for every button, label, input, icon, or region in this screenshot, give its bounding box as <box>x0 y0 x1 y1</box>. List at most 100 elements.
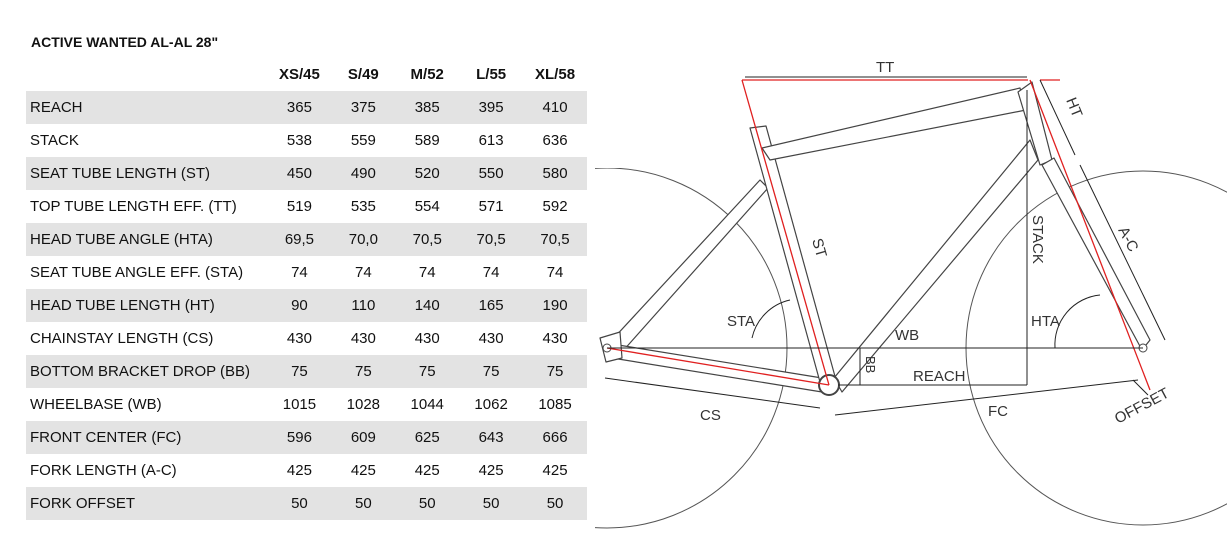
label-ac: A-C <box>1114 224 1141 255</box>
table-row: HEAD TUBE ANGLE (HTA) 69,5 70,0 70,5 70,5 70,… <box>26 223 587 256</box>
row-value: 550 <box>478 165 504 182</box>
row-value: 625 <box>414 429 440 446</box>
row-value: 538 <box>286 132 312 149</box>
row-value: 1044 <box>410 396 444 413</box>
top-tube <box>761 87 1027 161</box>
row-value: 75 <box>291 363 308 380</box>
row-value: 430 <box>478 330 504 347</box>
row-value: 50 <box>418 495 436 512</box>
row-value: 430 <box>286 330 312 347</box>
row-value: 385 <box>414 99 440 116</box>
row-value: 425 <box>350 462 376 479</box>
table-row: BOTTOM BRACKET DROP (BB) 75 75 75 75 75 <box>26 355 587 388</box>
fork <box>1041 157 1151 351</box>
row-value: 90 <box>291 297 308 314</box>
row-value: 430 <box>542 330 568 347</box>
row-value: 50 <box>354 495 372 512</box>
label-wb: WB <box>895 327 919 344</box>
row-value: 70,5 <box>476 231 506 248</box>
row-value: 74 <box>418 264 436 281</box>
table-row: REACH 365 375 385 395 410 <box>26 91 587 124</box>
label-bb: BB <box>863 356 878 373</box>
row-value: 559 <box>350 132 376 149</box>
row-value: 140 <box>414 297 440 314</box>
row-value: 613 <box>478 132 504 149</box>
row-value: 520 <box>414 165 440 182</box>
row-value: 643 <box>478 429 504 446</box>
label-reach: REACH <box>913 368 966 385</box>
row-label: CHAINSTAY LENGTH (CS) <box>30 330 214 347</box>
size-header: M/52 <box>410 66 444 83</box>
label-tt: TT <box>876 59 894 76</box>
row-value: 165 <box>478 297 504 314</box>
table-row: SEAT TUBE LENGTH (ST) 450 490 520 550 580 <box>26 157 587 190</box>
row-value: 592 <box>542 198 568 215</box>
size-header: S/49 <box>347 66 379 83</box>
size-header: XL/58 <box>535 66 576 83</box>
row-label: STACK <box>30 132 79 149</box>
table-row: WHEELBASE (WB) 1015 1028 1044 1062 1085 <box>26 388 587 421</box>
table-row: FORK LENGTH (A-C) 425 425 425 425 425 <box>26 454 587 487</box>
row-label: WHEELBASE (WB) <box>30 396 162 413</box>
row-value: 69,5 <box>284 231 315 248</box>
row-value: 375 <box>350 99 376 116</box>
row-value: 110 <box>351 297 376 314</box>
row-value: 589 <box>414 132 440 149</box>
row-value: 70,5 <box>540 231 570 248</box>
row-value: 50 <box>482 495 500 512</box>
label-cs: CS <box>700 407 721 424</box>
label-fc: FC <box>988 403 1008 420</box>
row-value: 395 <box>478 99 504 116</box>
row-value: 1085 <box>538 396 572 413</box>
row-value: 1028 <box>346 396 381 413</box>
geometry-table: XS/45 S/49 M/52 L/55 XL/58 REACH 365 375 38… <box>26 58 587 520</box>
row-value: 1015 <box>282 396 317 413</box>
row-value: 190 <box>542 297 568 314</box>
size-header: XS/45 <box>279 66 320 83</box>
row-label: REACH <box>30 99 83 116</box>
row-value: 75 <box>354 363 372 380</box>
row-value: 519 <box>286 198 312 215</box>
row-value: 70,5 <box>412 231 442 248</box>
row-value: 1062 <box>474 396 508 413</box>
table-row: CHAINSTAY LENGTH (CS) 430 430 430 430 430 <box>26 322 587 355</box>
row-value: 75 <box>546 363 564 380</box>
size-header: L/55 <box>476 66 507 83</box>
row-label: HEAD TUBE ANGLE (HTA) <box>30 231 213 248</box>
down-tube <box>833 139 1039 393</box>
row-value: 430 <box>350 330 376 347</box>
chainstay <box>611 343 823 393</box>
row-value: 425 <box>286 462 312 479</box>
row-label: BOTTOM BRACKET DROP (BB) <box>30 363 251 380</box>
size-header-row: XS/45 S/49 M/52 L/55 XL/58 <box>26 58 587 91</box>
label-stack: STACK <box>1029 215 1046 264</box>
row-value: 75 <box>482 363 500 380</box>
row-value: 430 <box>414 330 440 347</box>
table-row: FRONT CENTER (FC) 596 609 625 643 666 <box>26 421 587 454</box>
row-label: FRONT CENTER (FC) <box>30 429 182 446</box>
row-value: 74 <box>354 264 372 281</box>
row-value: 535 <box>350 198 376 215</box>
row-value: 580 <box>542 165 568 182</box>
row-label: FORK OFFSET <box>30 495 135 512</box>
row-value: 425 <box>478 462 504 479</box>
label-ht: HT <box>1062 95 1085 120</box>
row-value: 609 <box>350 429 376 446</box>
row-label: TOP TUBE LENGTH EFF. (TT) <box>30 198 237 215</box>
row-value: 410 <box>542 99 568 116</box>
row-value: 70,0 <box>348 231 378 248</box>
row-label: FORK LENGTH (A-C) <box>30 462 177 479</box>
row-value: 636 <box>542 132 568 149</box>
row-value: 571 <box>478 198 504 215</box>
table-row: SEAT TUBE ANGLE EFF. (STA) 74 74 74 74 74 <box>26 256 587 289</box>
label-st: ST <box>808 236 830 259</box>
row-value: 425 <box>542 462 568 479</box>
row-value: 450 <box>286 165 312 182</box>
table-row: STACK 538 559 589 613 636 <box>26 124 587 157</box>
table-row: FORK OFFSET 50 50 50 50 50 <box>26 487 587 520</box>
row-value: 365 <box>286 99 312 116</box>
row-value: 490 <box>350 165 376 182</box>
label-sta: STA <box>727 313 755 330</box>
label-hta: HTA <box>1031 313 1060 330</box>
